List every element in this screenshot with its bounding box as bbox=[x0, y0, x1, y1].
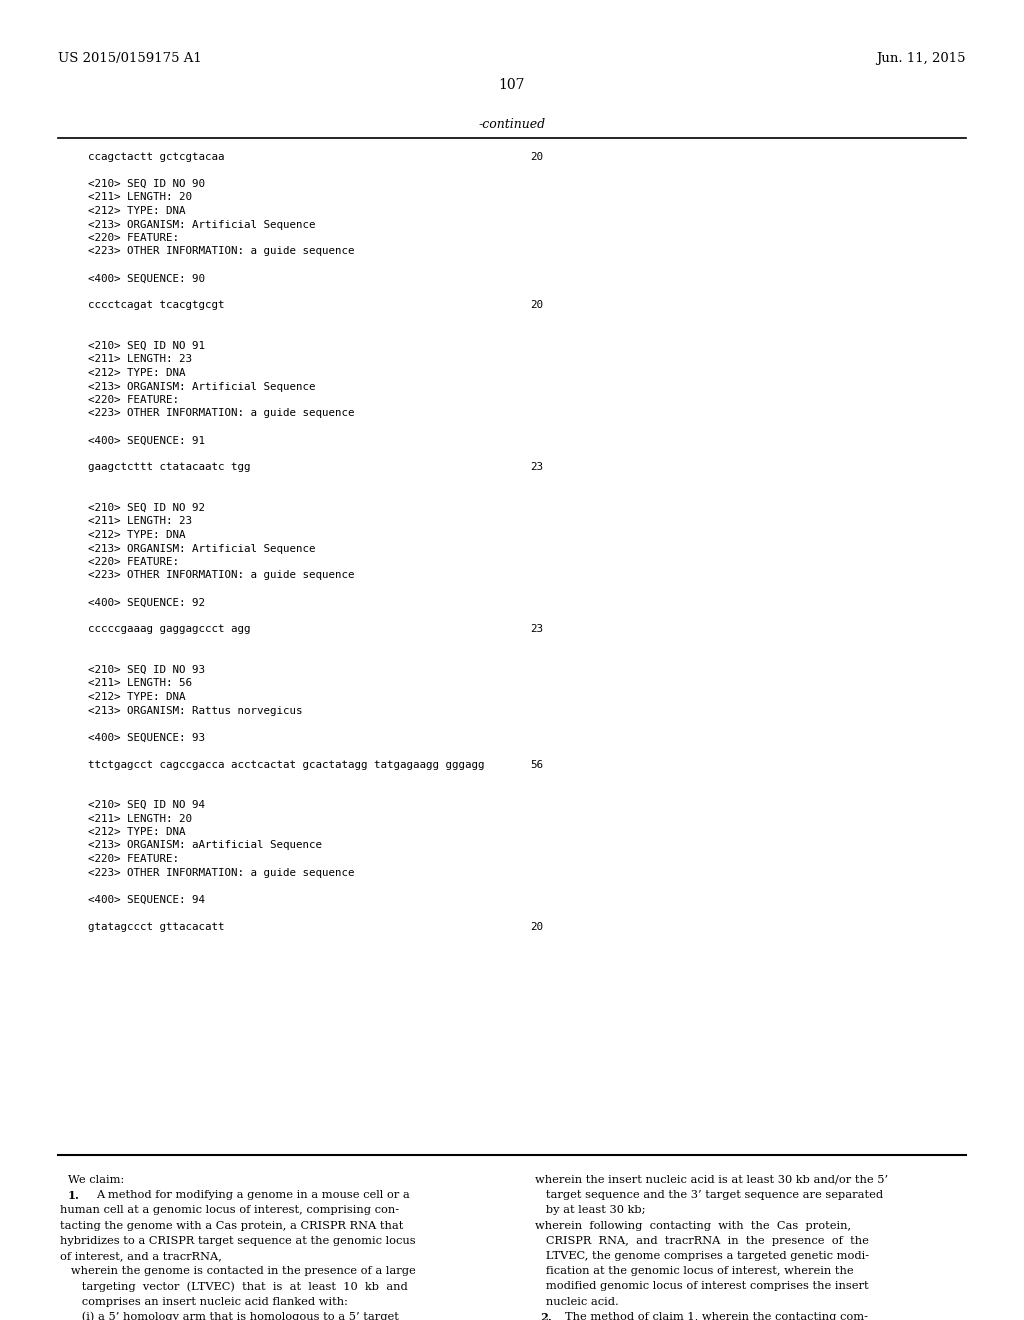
Text: <223> OTHER INFORMATION: a guide sequence: <223> OTHER INFORMATION: a guide sequenc… bbox=[88, 247, 354, 256]
Text: <210> SEQ ID NO 94: <210> SEQ ID NO 94 bbox=[88, 800, 205, 810]
Text: 1.: 1. bbox=[68, 1191, 80, 1201]
Text: cccccgaaag gaggagccct agg: cccccgaaag gaggagccct agg bbox=[88, 624, 251, 635]
Text: <213> ORGANISM: Artificial Sequence: <213> ORGANISM: Artificial Sequence bbox=[88, 544, 315, 553]
Text: fication at the genomic locus of interest, wherein the: fication at the genomic locus of interes… bbox=[535, 1266, 854, 1276]
Text: by at least 30 kb;: by at least 30 kb; bbox=[535, 1205, 645, 1216]
Text: -continued: -continued bbox=[478, 117, 546, 131]
Text: 20: 20 bbox=[530, 921, 543, 932]
Text: <210> SEQ ID NO 93: <210> SEQ ID NO 93 bbox=[88, 665, 205, 675]
Text: <223> OTHER INFORMATION: a guide sequence: <223> OTHER INFORMATION: a guide sequenc… bbox=[88, 867, 354, 878]
Text: nucleic acid.: nucleic acid. bbox=[535, 1296, 618, 1307]
Text: <210> SEQ ID NO 91: <210> SEQ ID NO 91 bbox=[88, 341, 205, 351]
Text: <211> LENGTH: 20: <211> LENGTH: 20 bbox=[88, 813, 193, 824]
Text: <223> OTHER INFORMATION: a guide sequence: <223> OTHER INFORMATION: a guide sequenc… bbox=[88, 570, 354, 581]
Text: 23: 23 bbox=[530, 462, 543, 473]
Text: We claim:: We claim: bbox=[68, 1175, 124, 1185]
Text: ttctgagcct cagccgacca acctcactat gcactatagg tatgagaagg gggagg: ttctgagcct cagccgacca acctcactat gcactat… bbox=[88, 759, 484, 770]
Text: 20: 20 bbox=[530, 301, 543, 310]
Text: target sequence and the 3’ target sequence are separated: target sequence and the 3’ target sequen… bbox=[535, 1191, 883, 1200]
Text: <211> LENGTH: 23: <211> LENGTH: 23 bbox=[88, 516, 193, 527]
Text: <212> TYPE: DNA: <212> TYPE: DNA bbox=[88, 531, 185, 540]
Text: 2.: 2. bbox=[540, 1312, 552, 1320]
Text: <211> LENGTH: 23: <211> LENGTH: 23 bbox=[88, 355, 193, 364]
Text: <210> SEQ ID NO 92: <210> SEQ ID NO 92 bbox=[88, 503, 205, 513]
Text: <213> ORGANISM: aArtificial Sequence: <213> ORGANISM: aArtificial Sequence bbox=[88, 841, 322, 850]
Text: <223> OTHER INFORMATION: a guide sequence: <223> OTHER INFORMATION: a guide sequenc… bbox=[88, 408, 354, 418]
Text: 56: 56 bbox=[530, 759, 543, 770]
Text: <400> SEQUENCE: 92: <400> SEQUENCE: 92 bbox=[88, 598, 205, 607]
Text: human cell at a genomic locus of interest, comprising con-: human cell at a genomic locus of interes… bbox=[60, 1205, 399, 1216]
Text: <210> SEQ ID NO 90: <210> SEQ ID NO 90 bbox=[88, 180, 205, 189]
Text: 23: 23 bbox=[530, 624, 543, 635]
Text: 107: 107 bbox=[499, 78, 525, 92]
Text: <220> FEATURE:: <220> FEATURE: bbox=[88, 234, 179, 243]
Text: CRISPR  RNA,  and  tracrRNA  in  the  presence  of  the: CRISPR RNA, and tracrRNA in the presence… bbox=[535, 1236, 869, 1246]
Text: <400> SEQUENCE: 94: <400> SEQUENCE: 94 bbox=[88, 895, 205, 904]
Text: <213> ORGANISM: Artificial Sequence: <213> ORGANISM: Artificial Sequence bbox=[88, 219, 315, 230]
Text: targeting  vector  (LTVEC)  that  is  at  least  10  kb  and: targeting vector (LTVEC) that is at leas… bbox=[60, 1282, 408, 1292]
Text: Jun. 11, 2015: Jun. 11, 2015 bbox=[877, 51, 966, 65]
Text: <400> SEQUENCE: 91: <400> SEQUENCE: 91 bbox=[88, 436, 205, 446]
Text: ccagctactt gctcgtacaa: ccagctactt gctcgtacaa bbox=[88, 152, 224, 162]
Text: cccctcagat tcacgtgcgt: cccctcagat tcacgtgcgt bbox=[88, 301, 224, 310]
Text: <212> TYPE: DNA: <212> TYPE: DNA bbox=[88, 206, 185, 216]
Text: wherein the genome is contacted in the presence of a large: wherein the genome is contacted in the p… bbox=[60, 1266, 416, 1276]
Text: <220> FEATURE:: <220> FEATURE: bbox=[88, 557, 179, 568]
Text: <212> TYPE: DNA: <212> TYPE: DNA bbox=[88, 368, 185, 378]
Text: 20: 20 bbox=[530, 152, 543, 162]
Text: gaagctcttt ctatacaatc tgg: gaagctcttt ctatacaatc tgg bbox=[88, 462, 251, 473]
Text: (i) a 5’ homology arm that is homologous to a 5’ target: (i) a 5’ homology arm that is homologous… bbox=[60, 1312, 399, 1320]
Text: tacting the genome with a Cas protein, a CRISPR RNA that: tacting the genome with a Cas protein, a… bbox=[60, 1221, 403, 1230]
Text: <213> ORGANISM: Rattus norvegicus: <213> ORGANISM: Rattus norvegicus bbox=[88, 705, 302, 715]
Text: <212> TYPE: DNA: <212> TYPE: DNA bbox=[88, 828, 185, 837]
Text: gtatagccct gttacacatt: gtatagccct gttacacatt bbox=[88, 921, 224, 932]
Text: <220> FEATURE:: <220> FEATURE: bbox=[88, 854, 179, 865]
Text: of interest, and a tracrRNA,: of interest, and a tracrRNA, bbox=[60, 1251, 222, 1261]
Text: <211> LENGTH: 56: <211> LENGTH: 56 bbox=[88, 678, 193, 689]
Text: US 2015/0159175 A1: US 2015/0159175 A1 bbox=[58, 51, 202, 65]
Text: wherein  following  contacting  with  the  Cas  protein,: wherein following contacting with the Ca… bbox=[535, 1221, 851, 1230]
Text: The method of claim 1, wherein the contacting com-: The method of claim 1, wherein the conta… bbox=[565, 1312, 868, 1320]
Text: LTVEC, the genome comprises a targeted genetic modi-: LTVEC, the genome comprises a targeted g… bbox=[535, 1251, 869, 1261]
Text: <400> SEQUENCE: 90: <400> SEQUENCE: 90 bbox=[88, 273, 205, 284]
Text: <212> TYPE: DNA: <212> TYPE: DNA bbox=[88, 692, 185, 702]
Text: A method for modifying a genome in a mouse cell or a: A method for modifying a genome in a mou… bbox=[96, 1191, 410, 1200]
Text: <400> SEQUENCE: 93: <400> SEQUENCE: 93 bbox=[88, 733, 205, 742]
Text: modified genomic locus of interest comprises the insert: modified genomic locus of interest compr… bbox=[535, 1282, 868, 1291]
Text: <220> FEATURE:: <220> FEATURE: bbox=[88, 395, 179, 405]
Text: <211> LENGTH: 20: <211> LENGTH: 20 bbox=[88, 193, 193, 202]
Text: wherein the insert nucleic acid is at least 30 kb and/or the 5’: wherein the insert nucleic acid is at le… bbox=[535, 1175, 888, 1185]
Text: <213> ORGANISM: Artificial Sequence: <213> ORGANISM: Artificial Sequence bbox=[88, 381, 315, 392]
Text: comprises an insert nucleic acid flanked with:: comprises an insert nucleic acid flanked… bbox=[60, 1296, 348, 1307]
Text: hybridizes to a CRISPR target sequence at the genomic locus: hybridizes to a CRISPR target sequence a… bbox=[60, 1236, 416, 1246]
